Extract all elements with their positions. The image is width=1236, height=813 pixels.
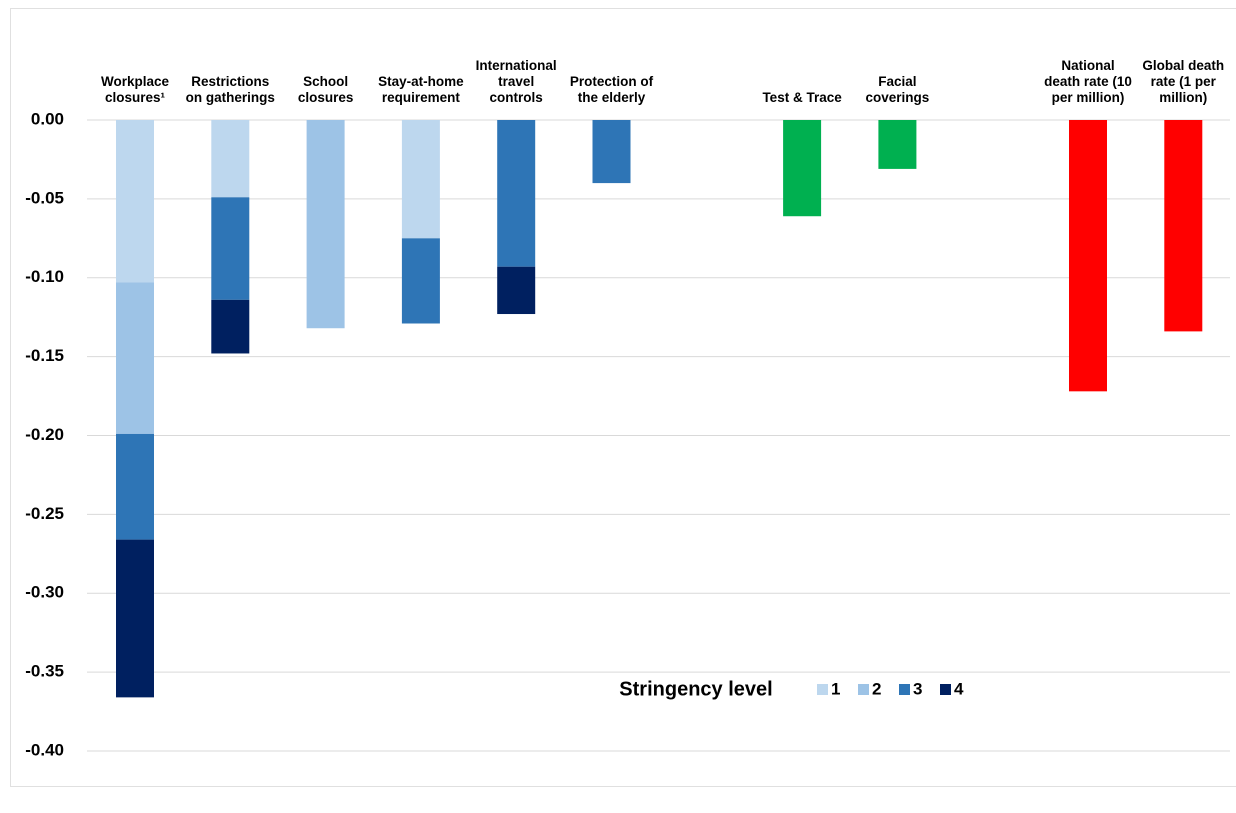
x-tick-label: Workplace closures¹ bbox=[100, 74, 170, 105]
bar-segment bbox=[1069, 120, 1107, 392]
chart-frame bbox=[10, 8, 1236, 787]
y-tick-label: -0.10 bbox=[25, 267, 64, 286]
y-tick-label: -0.05 bbox=[25, 188, 64, 207]
y-tick-label: -0.25 bbox=[25, 504, 64, 523]
bar-segment bbox=[401, 120, 440, 239]
bar-segment bbox=[783, 120, 822, 217]
bar-segment bbox=[211, 120, 250, 198]
legend-label: 4 bbox=[954, 679, 964, 698]
bar-segment bbox=[306, 120, 345, 329]
bar-segment bbox=[878, 120, 917, 169]
x-tick-label: Global death rate (1 per million) bbox=[1142, 58, 1225, 105]
bar-segment bbox=[401, 238, 440, 324]
x-tick-label: Restrictions on gatherings bbox=[185, 74, 275, 105]
bar-segment bbox=[116, 539, 154, 698]
x-tick-label: Facial coverings bbox=[865, 74, 930, 105]
bar-segment bbox=[211, 299, 250, 354]
y-tick-label: -0.40 bbox=[25, 740, 64, 759]
x-tick-label: National death rate (10 per million) bbox=[1044, 58, 1132, 105]
legend-swatch bbox=[940, 684, 951, 695]
y-tick-label: -0.35 bbox=[25, 662, 64, 681]
legend-label: 1 bbox=[831, 679, 840, 698]
bar-segment bbox=[116, 120, 154, 283]
x-tick-label: Protection of the elderly bbox=[569, 74, 654, 105]
y-tick-label: -0.30 bbox=[25, 583, 64, 602]
bar-segment bbox=[497, 120, 536, 267]
y-tick-label: 0.00 bbox=[31, 109, 64, 128]
x-tick-label: School closures bbox=[297, 74, 354, 105]
bar-segment bbox=[211, 197, 250, 300]
legend-label: 3 bbox=[913, 679, 922, 698]
y-tick-label: -0.20 bbox=[25, 425, 64, 444]
bar-segment bbox=[1164, 120, 1203, 332]
x-tick-label: International travel controls bbox=[475, 58, 557, 105]
legend-swatch bbox=[899, 684, 910, 695]
bar-segment bbox=[116, 433, 154, 540]
x-tick-label: Test & Trace bbox=[762, 90, 842, 105]
bar-segment bbox=[497, 266, 536, 315]
legend-swatch bbox=[817, 684, 828, 695]
x-tick-label: Stay-at-home requirement bbox=[378, 74, 464, 105]
legend-title: Stringency level bbox=[619, 678, 772, 700]
legend-swatch bbox=[858, 684, 869, 695]
legend-label: 2 bbox=[872, 679, 881, 698]
y-tick-label: -0.15 bbox=[25, 346, 64, 365]
bar-segment bbox=[116, 282, 154, 434]
bar-segment bbox=[592, 120, 631, 184]
